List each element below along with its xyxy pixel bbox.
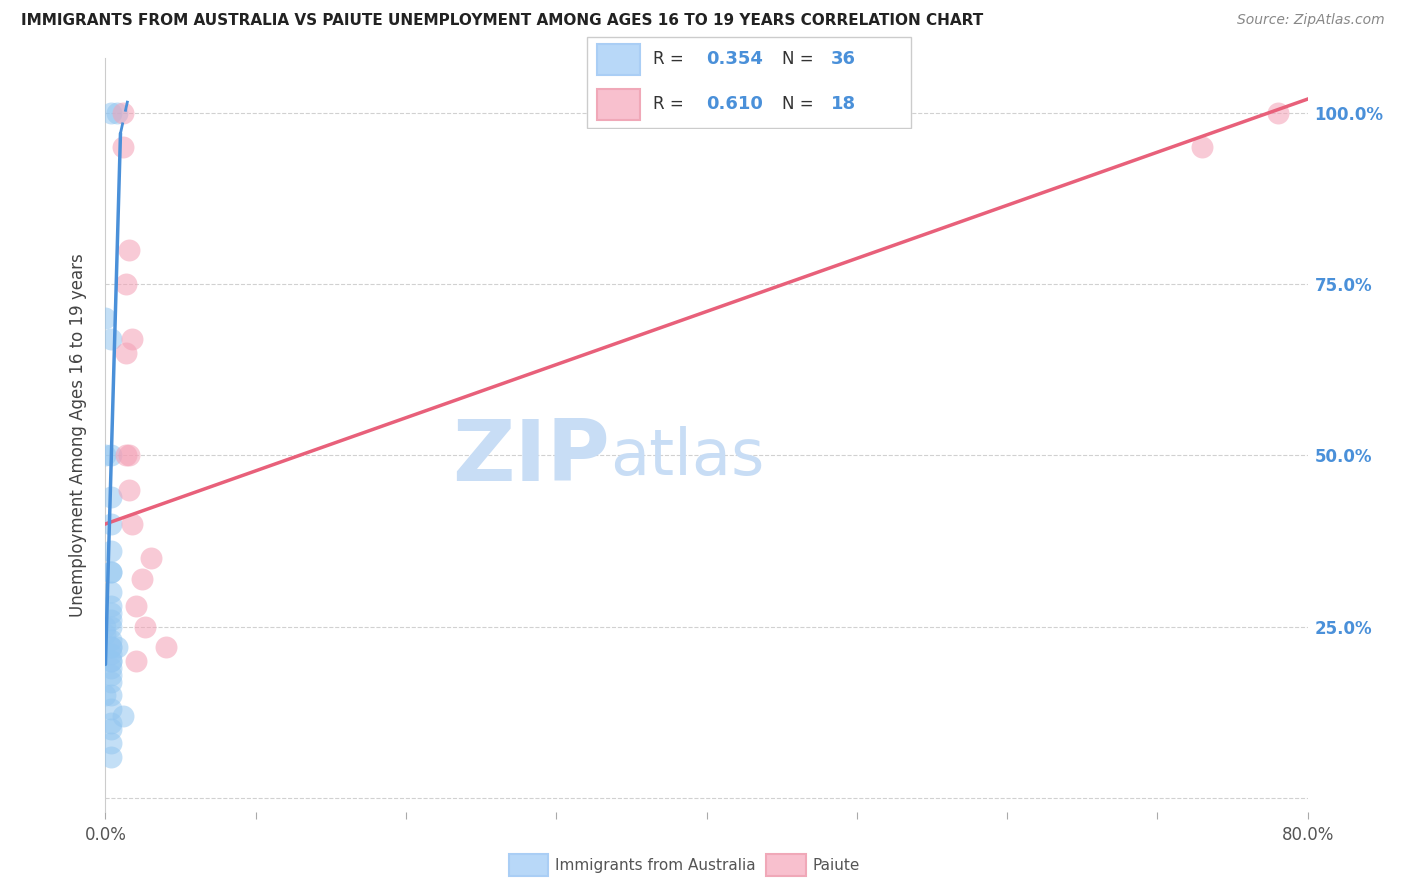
Point bbox=[1267, 105, 1289, 120]
Point bbox=[118, 483, 141, 497]
Point bbox=[121, 516, 143, 531]
Text: N =: N = bbox=[782, 95, 818, 113]
FancyBboxPatch shape bbox=[596, 44, 640, 75]
Point bbox=[115, 345, 138, 359]
Point bbox=[100, 640, 122, 655]
Point bbox=[139, 551, 162, 566]
Text: Immigrants from Australia: Immigrants from Australia bbox=[555, 858, 756, 872]
Point bbox=[100, 516, 122, 531]
Point bbox=[100, 640, 122, 655]
Text: 36: 36 bbox=[831, 50, 856, 68]
Text: N =: N = bbox=[782, 50, 818, 68]
Point bbox=[134, 620, 156, 634]
Point bbox=[100, 633, 122, 648]
Text: R =: R = bbox=[652, 50, 689, 68]
Point bbox=[100, 620, 122, 634]
Point bbox=[100, 599, 122, 614]
FancyBboxPatch shape bbox=[596, 89, 640, 120]
Point bbox=[100, 490, 122, 504]
Point bbox=[107, 105, 129, 120]
Point bbox=[100, 736, 122, 750]
Point bbox=[100, 750, 122, 764]
Point bbox=[100, 449, 122, 463]
Point bbox=[100, 688, 122, 702]
Text: 0.610: 0.610 bbox=[706, 95, 762, 113]
Y-axis label: Unemployment Among Ages 16 to 19 years: Unemployment Among Ages 16 to 19 years bbox=[69, 253, 87, 616]
Point bbox=[100, 606, 122, 620]
Point bbox=[100, 332, 122, 346]
Point bbox=[115, 277, 138, 291]
Point bbox=[155, 640, 177, 655]
Point bbox=[124, 654, 146, 668]
Point bbox=[100, 674, 122, 689]
Point bbox=[118, 449, 141, 463]
Point bbox=[118, 243, 141, 257]
Point bbox=[121, 332, 143, 346]
Point bbox=[1191, 140, 1213, 154]
Point bbox=[94, 449, 117, 463]
Point bbox=[124, 599, 146, 614]
Point bbox=[94, 688, 117, 702]
Point bbox=[100, 647, 122, 661]
Text: atlas: atlas bbox=[610, 426, 765, 489]
Point bbox=[112, 105, 135, 120]
Point bbox=[100, 565, 122, 579]
Text: Paiute: Paiute bbox=[813, 858, 860, 872]
Point bbox=[100, 654, 122, 668]
Point bbox=[94, 626, 117, 640]
Text: 18: 18 bbox=[831, 95, 856, 113]
Point bbox=[115, 449, 138, 463]
Text: IMMIGRANTS FROM AUSTRALIA VS PAIUTE UNEMPLOYMENT AMONG AGES 16 TO 19 YEARS CORRE: IMMIGRANTS FROM AUSTRALIA VS PAIUTE UNEM… bbox=[21, 13, 983, 29]
Text: Source: ZipAtlas.com: Source: ZipAtlas.com bbox=[1237, 13, 1385, 28]
Point bbox=[100, 661, 122, 675]
Text: ZIP: ZIP bbox=[453, 416, 610, 499]
Point bbox=[107, 640, 129, 655]
Point bbox=[100, 544, 122, 558]
Point bbox=[94, 620, 117, 634]
Point bbox=[100, 667, 122, 681]
Point bbox=[100, 105, 122, 120]
Text: 0.354: 0.354 bbox=[706, 50, 762, 68]
Point bbox=[100, 654, 122, 668]
Point bbox=[100, 565, 122, 579]
Point bbox=[100, 723, 122, 737]
Point bbox=[100, 715, 122, 730]
Point bbox=[131, 572, 153, 586]
Point bbox=[100, 702, 122, 716]
Point bbox=[100, 613, 122, 627]
Text: R =: R = bbox=[652, 95, 689, 113]
Point bbox=[112, 140, 135, 154]
Point bbox=[112, 708, 135, 723]
Point bbox=[100, 585, 122, 599]
FancyBboxPatch shape bbox=[586, 37, 911, 128]
Point bbox=[94, 311, 117, 326]
